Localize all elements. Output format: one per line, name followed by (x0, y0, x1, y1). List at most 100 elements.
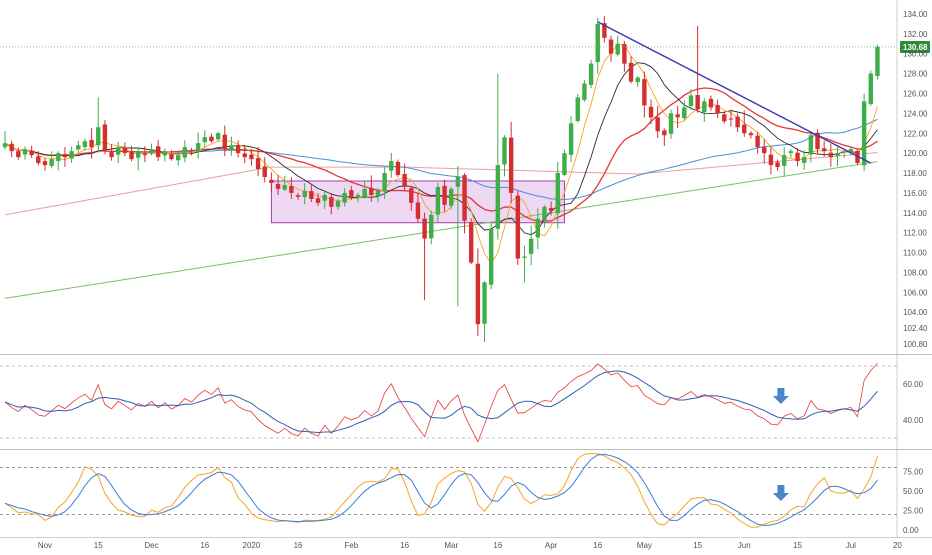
candle (828, 143, 834, 167)
candle-body (622, 44, 627, 64)
candle-body (522, 256, 527, 258)
time-tick-label: 16 (294, 541, 303, 550)
candle (389, 152, 394, 178)
rsi-lines (0, 362, 897, 443)
time-tick-label: Jun (738, 541, 751, 550)
candle-body (209, 136, 214, 142)
candle (808, 131, 814, 163)
candle (722, 112, 727, 124)
candle (149, 143, 154, 156)
candle (116, 141, 121, 163)
candle-body (215, 133, 221, 140)
price-tick-label: 118.00 (903, 169, 927, 178)
candle-body (49, 159, 54, 166)
candle-body (295, 195, 301, 197)
candle (655, 105, 660, 138)
candle (568, 116, 574, 162)
candle-body (602, 23, 607, 38)
stoch-tick-label: 25.00 (903, 507, 924, 516)
price-tick-label: 130.00 (903, 50, 928, 59)
candle (875, 44, 880, 80)
candle (821, 140, 827, 157)
candle (369, 175, 374, 202)
candle-body (175, 155, 181, 161)
price-tick-label: 134.00 (903, 10, 928, 19)
candle (9, 140, 14, 158)
candle (628, 56, 634, 84)
candle (802, 150, 807, 170)
candle-body (821, 148, 827, 152)
candle-body (548, 207, 554, 211)
candle (122, 142, 128, 157)
candle-body (482, 282, 487, 324)
candle-body (222, 134, 227, 150)
candle (295, 192, 301, 200)
candle-body (255, 158, 261, 170)
candle (588, 59, 594, 89)
rsi-tick-label: 60.00 (903, 380, 924, 389)
candle (782, 146, 787, 176)
candle (575, 93, 580, 123)
candle-body (615, 43, 620, 55)
candle (262, 157, 267, 183)
candle (668, 109, 674, 139)
ma-100-line (4, 152, 878, 216)
stoch-tick-label: 75.00 (903, 468, 924, 477)
candle (508, 121, 514, 203)
candle-body (36, 156, 41, 164)
candle-body (402, 173, 407, 187)
candle (182, 140, 188, 163)
candle-body (182, 147, 188, 158)
candle (322, 190, 327, 210)
candle-body (142, 153, 148, 156)
candle-body (116, 147, 121, 155)
candle (615, 35, 620, 57)
stoch-lines (0, 453, 897, 528)
candle (142, 146, 148, 163)
candle-body (475, 263, 481, 325)
candle-body (149, 149, 154, 154)
price-axis-ticks: 134.00 132.00 130.00 128.00 126.00 124.00 122.… (903, 10, 928, 349)
time-tick-label: 15 (793, 541, 802, 550)
candle-body (136, 151, 141, 158)
candle (109, 144, 114, 161)
candle (868, 70, 873, 106)
candle-body (835, 153, 840, 156)
candle-body (429, 214, 434, 239)
candle-body (129, 151, 134, 160)
candle (2, 131, 8, 150)
candle (349, 185, 354, 201)
candle (708, 95, 714, 111)
candle (595, 17, 600, 74)
candle (49, 151, 54, 169)
candle-body (848, 149, 854, 152)
candle (162, 148, 168, 162)
candle (76, 140, 81, 153)
candle-body (502, 137, 507, 165)
candle (169, 150, 174, 161)
candle-body (695, 94, 700, 110)
candle-body (469, 221, 474, 263)
candle-body (715, 105, 720, 114)
price-tick-label: 116.00 (903, 189, 927, 198)
candle-body (362, 188, 367, 197)
candle (422, 212, 427, 301)
candle-body (162, 151, 168, 156)
rsi-tick-label: 40.00 (903, 416, 924, 425)
price-tick-label: 110.00 (903, 249, 927, 258)
time-tick-label: 16 (593, 541, 602, 550)
candle-body (828, 152, 834, 158)
time-tick-label: Mar (444, 541, 458, 550)
candle (449, 186, 454, 210)
candle-body (82, 141, 88, 148)
candle-body (775, 162, 780, 168)
candle (29, 145, 34, 159)
candle-body (315, 198, 321, 203)
time-tick-label: Jul (846, 541, 856, 550)
candle (355, 192, 361, 203)
price-tick-label: 132.00 (903, 30, 928, 39)
candle-body (189, 149, 194, 152)
candle (255, 147, 261, 177)
candle-body (382, 173, 387, 192)
candle-body (389, 161, 394, 171)
